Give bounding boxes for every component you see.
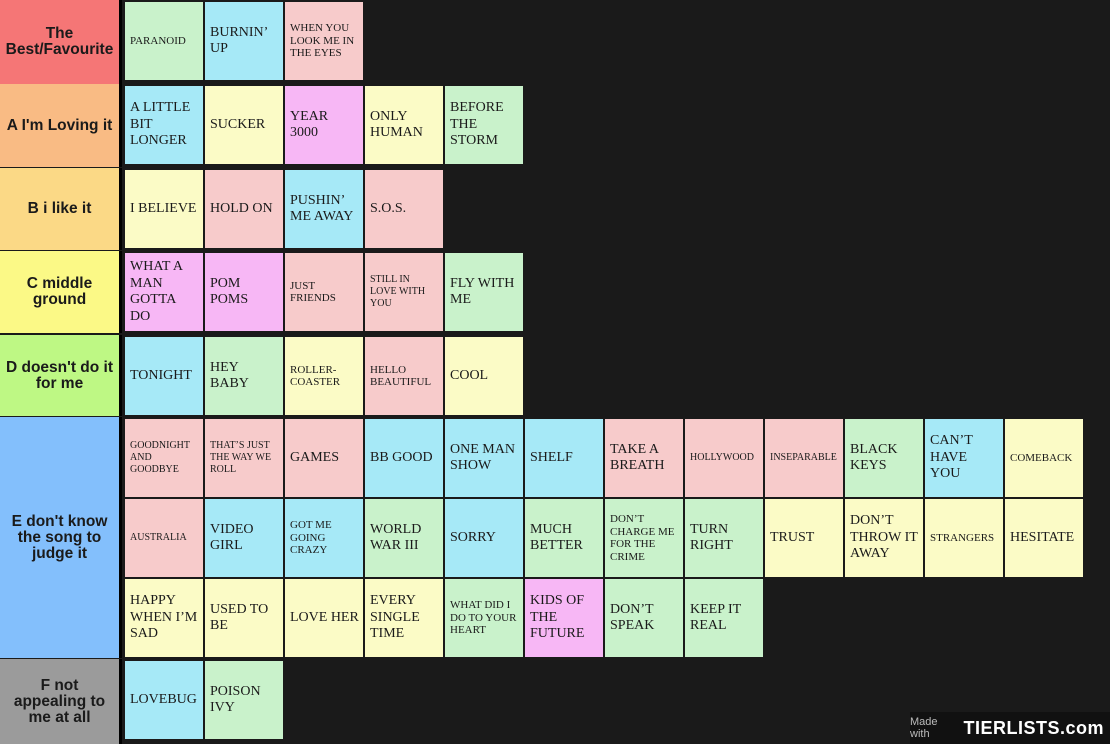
tier-item[interactable]: Happy When I’m Sad	[125, 579, 203, 657]
tier-item[interactable]: Love Her	[285, 579, 363, 657]
tier-label[interactable]: C middle ground	[0, 251, 122, 333]
tier-item[interactable]: Pushin’ Me Away	[285, 170, 363, 248]
tier-items: Lovebug Poison Ivy	[125, 659, 1085, 744]
tier-item[interactable]: When You Look Me In The Eyes	[285, 2, 363, 80]
tier-row: B i like it I Believe Hold On Pushin’ Me Aw…	[0, 168, 1110, 250]
tier-item[interactable]: Inseparable	[765, 419, 843, 497]
tier-label[interactable]: A I'm Loving it	[0, 84, 122, 167]
tierlists-logo: TIERLISTS.com	[963, 717, 1104, 738]
tier-item[interactable]: Hey Baby	[205, 337, 283, 415]
tier-item[interactable]: Still In Love With You	[365, 253, 443, 331]
tier-item[interactable]: Goodnight And Goodbye	[125, 419, 203, 497]
tier-items: I Believe Hold On Pushin’ Me Away S.O.S.	[125, 168, 1085, 250]
tier-item[interactable]: Strangers	[925, 499, 1003, 577]
tier-item[interactable]: Before The Storm	[445, 86, 523, 164]
tier-item[interactable]: Don’t Throw It Away	[845, 499, 923, 577]
tier-items: Paranoid Burnin’ Up When You Look Me In Th…	[125, 0, 1085, 84]
tier-item[interactable]: Every Single Time	[365, 579, 443, 657]
tier-items: Goodnight And Goodbye That’s Just The Way…	[125, 417, 1085, 658]
tier-row: The Best/Favourite Paranoid Burnin’ Up When…	[0, 0, 1110, 84]
tier-item[interactable]: Hollywood	[685, 419, 763, 497]
tier-item[interactable]: Just Friends	[285, 253, 363, 331]
tier-item[interactable]: Australia	[125, 499, 203, 577]
tier-item[interactable]: Don’t Speak	[605, 579, 683, 657]
tier-item[interactable]: A Little Bit Longer	[125, 86, 203, 164]
tier-item[interactable]: Can’t Have You	[925, 419, 1003, 497]
tier-item[interactable]: Hold On	[205, 170, 283, 248]
tier-item[interactable]: Don’t Charge Me For The Crime	[605, 499, 683, 577]
tier-item[interactable]: Turn Right	[685, 499, 763, 577]
tier-item[interactable]: Hesitate	[1005, 499, 1083, 577]
tier-item[interactable]: I Believe	[125, 170, 203, 248]
tier-item[interactable]: Trust	[765, 499, 843, 577]
tier-items: A Little Bit Longer Sucker Year 3000 Only H…	[125, 84, 1085, 167]
tier-item[interactable]: S.O.S.	[365, 170, 443, 248]
tier-item[interactable]: Sucker	[205, 86, 283, 164]
tier-item[interactable]: BB Good	[365, 419, 443, 497]
tier-item[interactable]: Much Better	[525, 499, 603, 577]
tier-item[interactable]: Paranoid	[125, 2, 203, 80]
tier-item[interactable]: One Man Show	[445, 419, 523, 497]
tier-item[interactable]: Kids Of The Future	[525, 579, 603, 657]
tier-item[interactable]: Video Girl	[205, 499, 283, 577]
tier-item[interactable]: Got Me Going Crazy	[285, 499, 363, 577]
tier-item[interactable]: Year 3000	[285, 86, 363, 164]
tier-label[interactable]: The Best/Favourite	[0, 0, 122, 84]
tier-item[interactable]: Take A Breath	[605, 419, 683, 497]
tier-item[interactable]: World War III	[365, 499, 443, 577]
tier-item[interactable]: Pom Poms	[205, 253, 283, 331]
tier-row: D doesn't do it for me Tonight Hey Baby Rol…	[0, 335, 1110, 416]
tier-item[interactable]: That’s Just The Way We Roll	[205, 419, 283, 497]
tier-item[interactable]: Fly With Me	[445, 253, 523, 331]
tier-item[interactable]: Sorry	[445, 499, 523, 577]
tier-row: A I'm Loving it A Little Bit Longer Sucker…	[0, 84, 1110, 167]
tier-label[interactable]: B i like it	[0, 168, 122, 250]
tier-items: What A Man Gotta Do Pom Poms Just Friends S…	[125, 251, 1085, 333]
tier-item[interactable]: Used To Be	[205, 579, 283, 657]
tier-row: C middle ground What A Man Gotta Do Pom Po…	[0, 251, 1110, 333]
tier-item[interactable]: Burnin’ Up	[205, 2, 283, 80]
tier-label[interactable]: F not appealing to me at all	[0, 659, 122, 744]
tier-item[interactable]: What A Man Gotta Do	[125, 253, 203, 331]
watermark[interactable]: Made with TIERLISTS.com	[910, 712, 1110, 744]
tier-item[interactable]: Tonight	[125, 337, 203, 415]
tier-item[interactable]: Shelf	[525, 419, 603, 497]
tier-label[interactable]: E don't know the song to judge it	[0, 417, 122, 658]
made-with-text: Made with	[910, 716, 938, 740]
tier-item[interactable]: Comeback	[1005, 419, 1083, 497]
tier-item[interactable]: Games	[285, 419, 363, 497]
tier-item[interactable]: Only Human	[365, 86, 443, 164]
tier-item[interactable]: Hello Beautiful	[365, 337, 443, 415]
tier-item[interactable]: Poison Ivy	[205, 661, 283, 739]
tier-item[interactable]: What Did I Do To Your Heart	[445, 579, 523, 657]
tier-row: E don't know the song to judge it Goodnig…	[0, 417, 1110, 658]
tier-item[interactable]: Black Keys	[845, 419, 923, 497]
tier-items: Tonight Hey Baby Roller-coaster Hello Beaut…	[125, 335, 1085, 416]
tier-label[interactable]: D doesn't do it for me	[0, 335, 122, 416]
tier-item[interactable]: Roller-coaster	[285, 337, 363, 415]
tier-item[interactable]: Lovebug	[125, 661, 203, 739]
tier-item[interactable]: Keep It Real	[685, 579, 763, 657]
tier-item[interactable]: Cool	[445, 337, 523, 415]
